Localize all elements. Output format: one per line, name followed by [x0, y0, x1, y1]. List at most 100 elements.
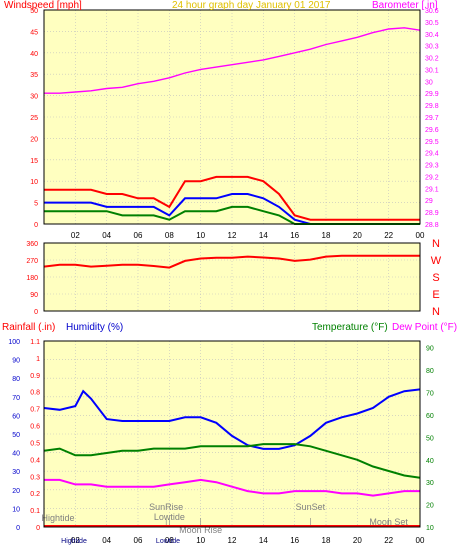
humidity-tick-labels: 0 10 20 30 40 50 60 70 80 90 100 [8, 339, 20, 532]
time-tick-label-panel1: 12 [228, 231, 237, 240]
rainfall-tick-label: 0.1 [30, 508, 40, 515]
series-wind-direction-line [43, 254, 420, 269]
bottom-event-label: Hightide [61, 538, 87, 545]
time-tick-label-panel3: 02 [71, 536, 80, 545]
annotation-label: Moon Rise [179, 525, 222, 535]
rainfall-tick-label: 0.7 [30, 407, 40, 414]
barometer-tick-label: 30.4 [425, 32, 439, 39]
temperature-tick-label: 80 [426, 368, 434, 375]
barometer-tick-label: 30.2 [425, 56, 439, 63]
barometer-tick-label: 29.1 [425, 186, 439, 193]
direction-tick-label: 0 [34, 309, 38, 316]
windspeed-axis-label: Windspeed [mph] [4, 0, 82, 11]
barometer-tick-label: 29.7 [425, 115, 439, 122]
rainfall-tick-label: 0.9 [30, 373, 40, 380]
barometer-tick-label: 28.8 [425, 222, 439, 229]
time-tick-label-panel3: 14 [259, 536, 268, 545]
windspeed-tick-label: 0 [34, 222, 38, 229]
windspeed-tick-label: 10 [30, 179, 38, 186]
annotation-label: SunRise [149, 502, 183, 512]
wind-plot-area [44, 10, 420, 224]
barometer-tick-label: 30.3 [425, 44, 439, 51]
barometer-tick-label: 30 [425, 79, 433, 86]
series-humidity-line [43, 388, 421, 450]
time-tick-label-panel3: 12 [228, 536, 237, 545]
rainfall-tick-label: 0.3 [30, 474, 40, 481]
time-tick-label-panel1: 20 [353, 231, 362, 240]
rainfall-tick-label: 0.6 [30, 424, 40, 431]
compass-label: E [432, 289, 439, 301]
barometer-tick-label: 28.9 [425, 210, 439, 217]
barometer-tick-label: 30.1 [425, 67, 439, 74]
dewpoint-axis-label: Dew Point (°F) [392, 322, 457, 333]
time-tick-label-panel3: 20 [353, 536, 362, 545]
series-gust-line [44, 175, 420, 221]
series-temperature-line [43, 443, 421, 479]
wind-plot-border [43, 9, 421, 225]
barometer-tick-label: 30.5 [425, 20, 439, 27]
barometer-tick-label: 29.4 [425, 151, 439, 158]
humidity-tick-label: 90 [12, 358, 20, 365]
barometer-tick-label: 29.6 [425, 127, 439, 134]
humidity-tick-label: 30 [12, 469, 20, 476]
windspeed-tick-label: 50 [30, 8, 38, 15]
time-tick-label-panel3: 16 [290, 536, 299, 545]
annotation-label: SunSet [296, 502, 326, 512]
time-tick-label-panel1: 08 [165, 231, 174, 240]
rainfall-axis-label: Rainfall (.in) [2, 322, 55, 333]
series-barometer-line [44, 27, 421, 94]
temperature-tick-label: 60 [426, 413, 434, 420]
barometer-tick-label: 29 [425, 198, 433, 205]
direction-tick-labels: 0 90 180 270 360 [26, 241, 38, 316]
compass-label: S [432, 272, 439, 284]
humidity-tick-label: 0 [16, 525, 20, 532]
annotation-label: Lowtide [154, 512, 185, 522]
time-tick-label-panel3: 10 [196, 536, 205, 545]
temperature-tick-labels: 10 20 30 40 50 60 70 80 90 [426, 346, 434, 532]
time-tick-label-panel3: 04 [102, 536, 111, 545]
humidity-axis-label: Humidity (%) [66, 322, 123, 333]
humidity-tick-label: 80 [12, 376, 20, 383]
rainfall-tick-label: 0.2 [30, 491, 40, 498]
direction-series [43, 254, 420, 269]
direction-tick-label: 90 [30, 292, 38, 299]
compass-label: N [432, 238, 440, 250]
temperature-tick-label: 20 [426, 503, 434, 510]
humidity-tick-label: 20 [12, 488, 20, 495]
barometer-tick-label: 29.5 [425, 139, 439, 146]
humidity-tick-label: 100 [8, 339, 20, 346]
windspeed-tick-label: 5 [34, 201, 38, 208]
time-tick-label-panel3: 18 [322, 536, 331, 545]
barometer-tick-label: 29.2 [425, 174, 439, 181]
bottom-event-label: Lowtide [156, 538, 180, 545]
time-tick-label-panel3: 06 [134, 536, 143, 545]
humidity-tick-label: 10 [12, 506, 20, 513]
windspeed-tick-label: 25 [30, 115, 38, 122]
time-tick-label-panel1: 22 [384, 231, 393, 240]
barometer-axis-label: Barometer [.in] [372, 0, 438, 11]
graph-title: 24 hour graph day January 01 2017 [172, 0, 331, 11]
rainfall-tick-label: 1.1 [30, 339, 40, 346]
time-tick-label-panel1: 04 [102, 231, 111, 240]
temperature-axis-label: Temperature (°F) [312, 322, 388, 333]
direction-plot-border [43, 242, 421, 312]
humidity-tick-label: 50 [12, 432, 20, 439]
humidity-tick-label: 70 [12, 395, 20, 402]
series-dew-point-line [44, 478, 420, 497]
humidity-tick-label: 40 [12, 451, 20, 458]
temperature-tick-label: 10 [426, 525, 434, 532]
barometer-tick-label: 30.6 [425, 8, 439, 15]
temperature-tick-label: 90 [426, 346, 434, 353]
rainfall-tick-labels: 0 0.1 0.2 0.3 0.4 0.5 0.6 0.7 0.8 0.9 1 1.1 [30, 339, 40, 532]
time-tick-label-panel1: 16 [290, 231, 299, 240]
humidity-plot-border [43, 340, 421, 528]
time-tick-label-panel1: 14 [259, 231, 268, 240]
rainfall-tick-label: 0.4 [30, 457, 40, 464]
time-tick-label-panel1: 02 [71, 231, 80, 240]
windspeed-tick-label: 40 [30, 51, 38, 58]
windspeed-tick-label: 45 [30, 29, 38, 36]
time-tick-label-panel3: 00 [416, 536, 425, 545]
windspeed-tick-label: 35 [30, 72, 38, 79]
